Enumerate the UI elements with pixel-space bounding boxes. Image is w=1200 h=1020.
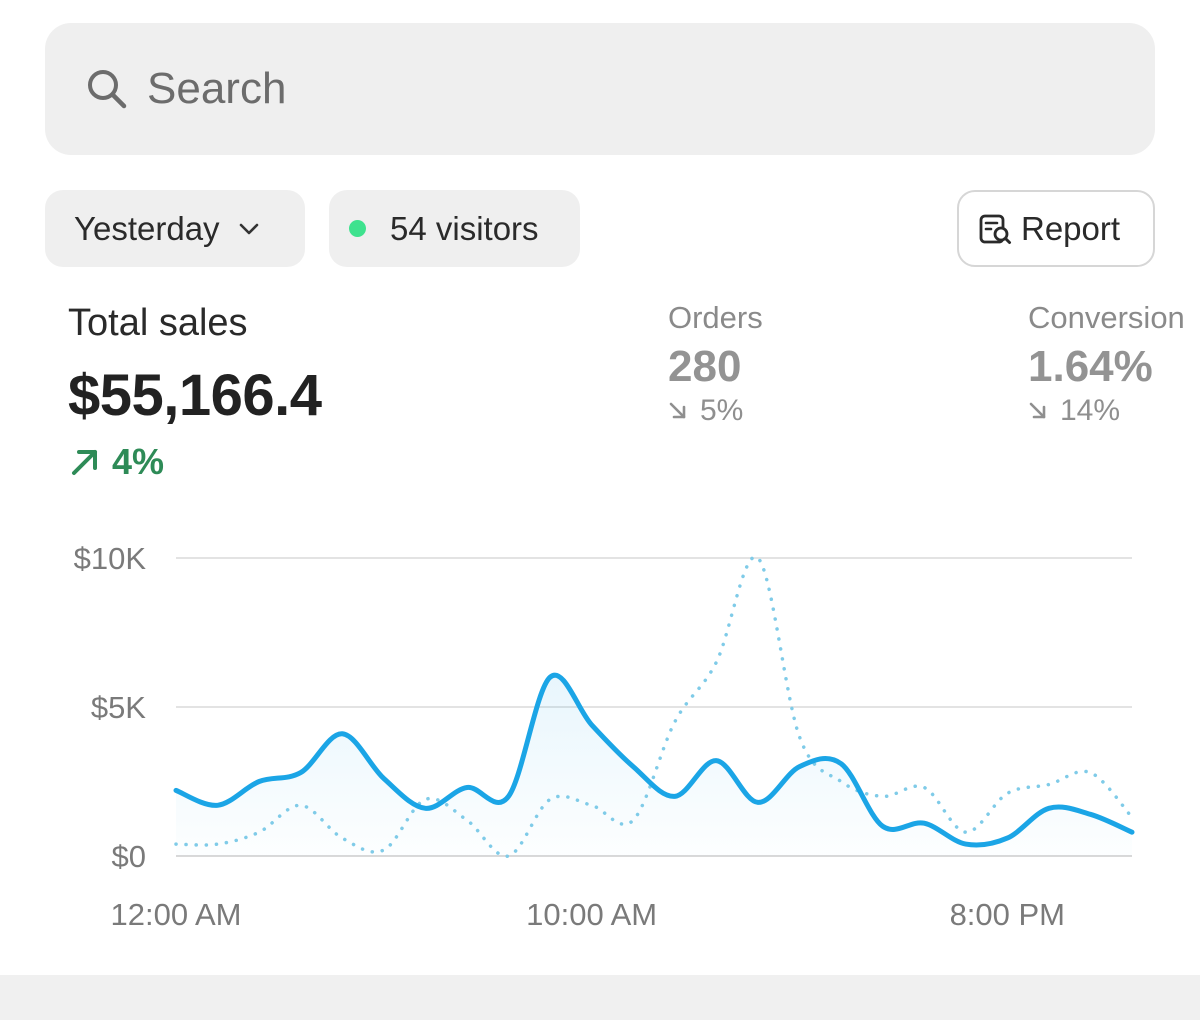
chevron-down-icon (239, 223, 258, 234)
total-sales-label: Total sales (68, 302, 248, 344)
sales-chart[interactable]: $0 $5K $10K 12:00 AM 10:00 AM 8:00 PM (0, 520, 1200, 960)
search-icon (88, 70, 127, 109)
arrow-up-right-icon (72, 450, 97, 475)
conversion-label: Conversion (1028, 300, 1185, 335)
orders-label: Orders (668, 300, 763, 335)
x-tick-label: 10:00 AM (526, 897, 657, 932)
series-line-previous (174, 555, 1134, 858)
arrow-down-right-icon (1029, 402, 1046, 419)
orders-value: 280 (668, 342, 742, 391)
orders-change: 5% (668, 394, 763, 428)
conversion-change-value: 14% (1060, 394, 1121, 427)
x-tick-label: 12:00 AM (111, 897, 242, 932)
live-visitors-button[interactable]: 54 visitors (329, 190, 580, 267)
visitors-label: 54 visitors (390, 209, 539, 247)
y-tick-label: $0 (112, 839, 146, 874)
report-button[interactable]: Report (957, 190, 1155, 267)
series-line-yesterday (173, 672, 1135, 848)
total-sales-change: 4% (68, 441, 164, 483)
orders-change-value: 5% (700, 394, 744, 427)
y-tick-label: $5K (91, 690, 146, 725)
y-tick-label: $10K (74, 541, 147, 576)
report-search-icon (979, 214, 1011, 244)
bottom-bar (0, 975, 1200, 1020)
total-sales-change-value: 4% (112, 441, 165, 482)
report-label: Report (1021, 209, 1121, 247)
arrow-down-right-icon (669, 402, 686, 419)
conversion-change: 14% (1028, 394, 1185, 428)
total-sales-value: $55,166.4 (68, 363, 322, 428)
date-range-label: Yesterday (74, 209, 220, 247)
conversion-value: 1.64% (1028, 342, 1153, 391)
date-range-button[interactable]: Yesterday (45, 190, 305, 267)
x-tick-label: 8:00 PM (950, 897, 1065, 932)
live-dot-icon (349, 220, 366, 237)
orders-stat[interactable]: Orders 280 5% (668, 300, 763, 428)
conversion-stat[interactable]: Conversion 1.64% 14% (1028, 300, 1185, 428)
search-bar[interactable]: Search (45, 23, 1155, 155)
search-input[interactable]: Search (147, 64, 287, 113)
sales-area-fill (176, 675, 1132, 856)
